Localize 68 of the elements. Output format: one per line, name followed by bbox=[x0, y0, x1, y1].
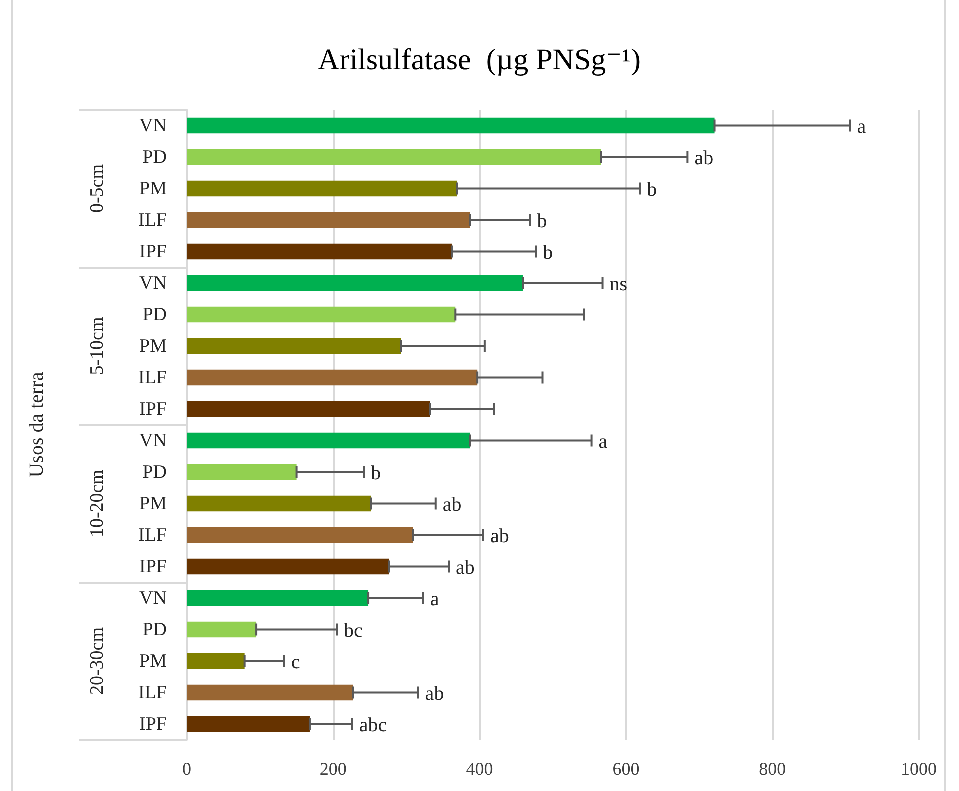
annotation: b bbox=[371, 462, 382, 484]
annotation: a bbox=[430, 588, 440, 610]
bar bbox=[187, 212, 470, 228]
series-label: IPF bbox=[140, 241, 167, 262]
bar bbox=[187, 684, 354, 701]
bar bbox=[187, 306, 456, 323]
x-tick-label: 600 bbox=[612, 759, 640, 779]
bar bbox=[187, 149, 602, 166]
bar bbox=[187, 370, 478, 386]
text: IPF bbox=[140, 398, 167, 420]
text: PM bbox=[140, 650, 167, 672]
text: IPF bbox=[140, 556, 167, 578]
x-tick-label: 400 bbox=[466, 759, 494, 779]
series-label: VN bbox=[140, 115, 168, 136]
bar bbox=[187, 590, 369, 606]
bar bbox=[187, 118, 715, 134]
bar bbox=[187, 244, 452, 260]
x-tick-label: 200 bbox=[320, 759, 347, 779]
bar bbox=[187, 275, 523, 292]
series-label: ILF bbox=[138, 210, 167, 231]
bar bbox=[187, 338, 402, 354]
text: PD bbox=[142, 619, 167, 640]
bar bbox=[187, 527, 414, 544]
text: ILF bbox=[138, 682, 167, 704]
text: PD bbox=[142, 462, 167, 483]
annotation: bc bbox=[344, 620, 364, 642]
x-tick-label: 800 bbox=[759, 759, 786, 779]
y-tick-label: 0-5cm bbox=[87, 164, 108, 214]
annotation: a bbox=[857, 116, 866, 138]
text: PM bbox=[140, 493, 167, 514]
text: VN bbox=[140, 430, 167, 452]
x-tick-label: 1000 bbox=[901, 759, 937, 779]
chart-title: Arilsulfatase (µg PNSg⁻¹) bbox=[318, 44, 641, 76]
bar bbox=[187, 558, 390, 575]
annotation: b bbox=[537, 210, 548, 232]
text: ILF bbox=[138, 367, 167, 388]
bar bbox=[187, 401, 430, 418]
annotation: b bbox=[647, 178, 658, 201]
annotation: ns bbox=[610, 273, 628, 296]
text: ILF bbox=[138, 524, 167, 546]
bar bbox=[187, 716, 310, 732]
text: IPF bbox=[140, 714, 167, 735]
text: PM bbox=[140, 336, 167, 357]
text: VN bbox=[140, 272, 167, 294]
bar bbox=[187, 496, 372, 512]
annotation: c bbox=[291, 651, 300, 674]
y-axis-title: Usos da terra bbox=[26, 372, 48, 478]
annotation: ab bbox=[456, 556, 475, 579]
annotation: b bbox=[543, 242, 554, 264]
series-label: PD bbox=[142, 146, 167, 168]
bar bbox=[187, 432, 470, 449]
bar bbox=[187, 653, 245, 670]
annotation: ab bbox=[442, 494, 462, 516]
series-label: PM bbox=[140, 178, 168, 200]
annotation: ab bbox=[490, 525, 510, 548]
y-tick-label: 20-30cm bbox=[87, 627, 108, 696]
annotation: ab bbox=[425, 682, 444, 705]
annotation: abc bbox=[359, 714, 388, 736]
y-tick-label: 10-20cm bbox=[87, 470, 108, 538]
text: PD bbox=[142, 304, 167, 326]
annotation: a bbox=[598, 430, 608, 453]
y-tick-label: 5-10cm bbox=[87, 317, 108, 376]
bar bbox=[187, 622, 257, 638]
bar bbox=[187, 464, 297, 480]
text: VN bbox=[140, 588, 167, 609]
x-tick-label: 0 bbox=[182, 759, 192, 779]
annotation: ab bbox=[694, 147, 714, 170]
bar bbox=[187, 180, 458, 197]
